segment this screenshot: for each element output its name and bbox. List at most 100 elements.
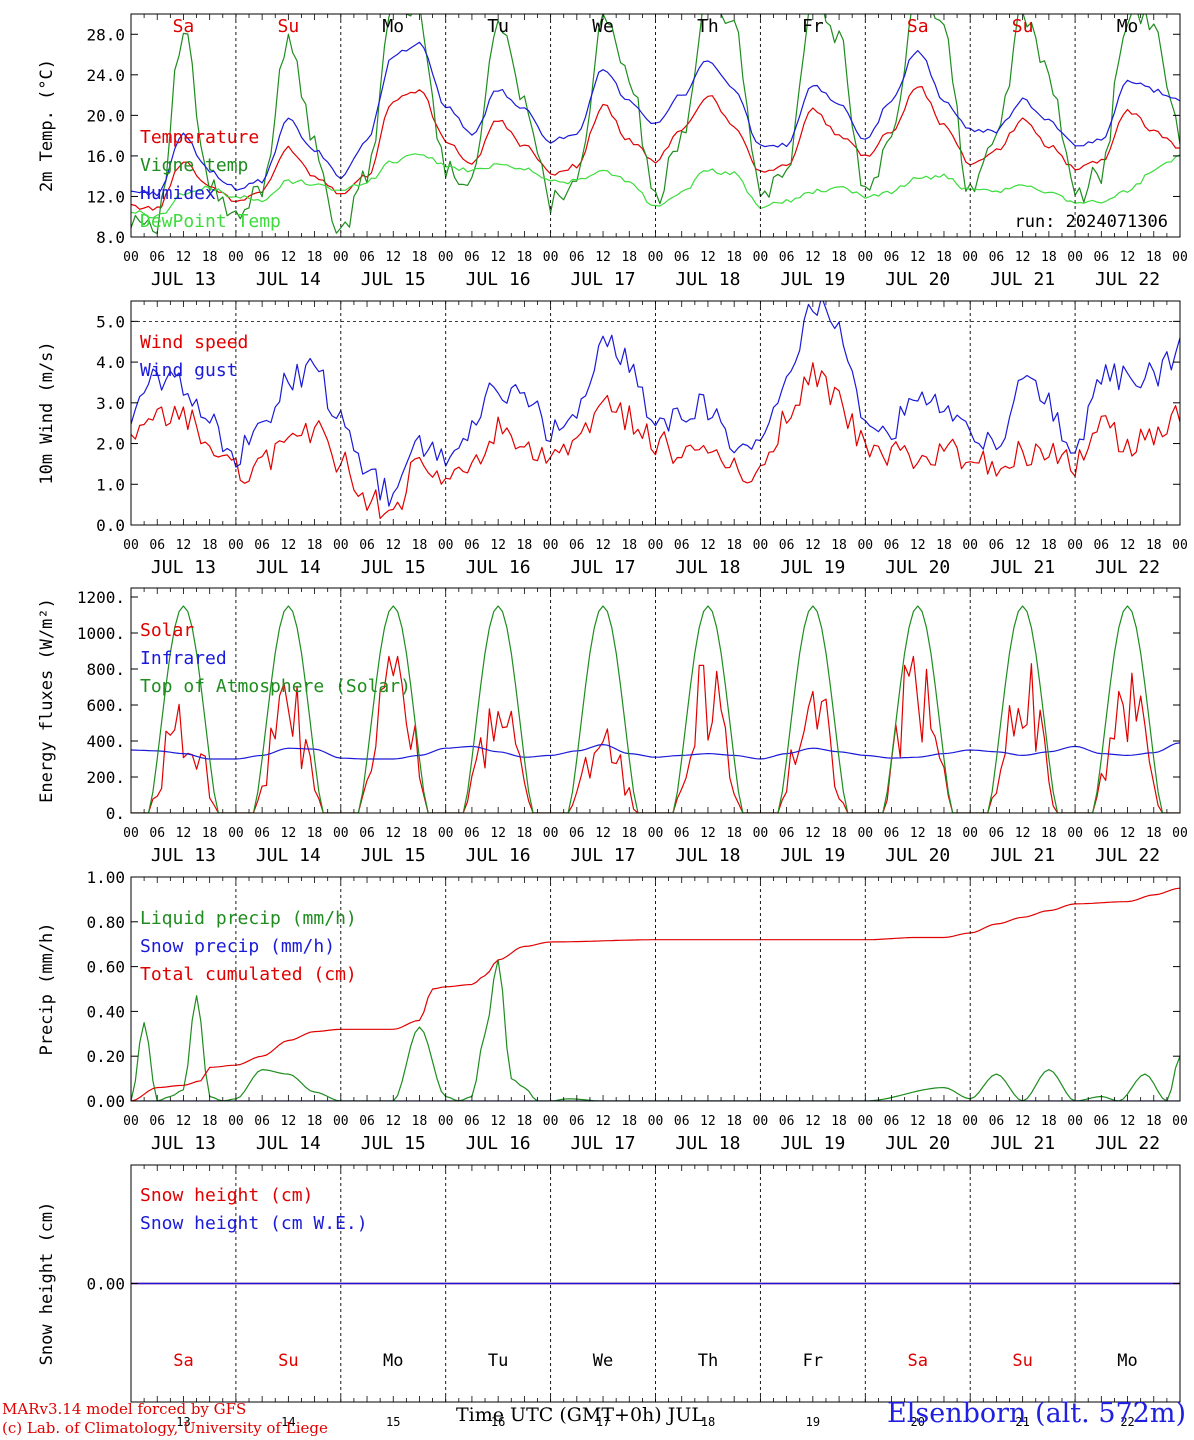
hour-tick-label: 00 — [1067, 250, 1083, 265]
hour-tick-label: 12 — [490, 250, 506, 265]
hour-tick-label: 00 — [123, 250, 139, 265]
weekday-label: We — [593, 1351, 613, 1371]
hour-tick-label: 00 — [333, 538, 349, 553]
legend-entry: Liquid precip (mm/h) — [140, 908, 357, 929]
hour-tick-label: 00 — [1172, 538, 1188, 553]
weekday-label: Th — [697, 16, 719, 37]
hour-tick-label: 18 — [726, 1114, 742, 1129]
plot-area-wind — [131, 301, 1180, 520]
hour-tick-label: 00 — [1172, 250, 1188, 265]
x-axis-title: Time UTC (GMT+0h) JUL — [456, 1404, 704, 1426]
panel-precip: 0.00 0.20 0.40 0.60 0.80 1.00 Precip (mm/h) Liq… — [37, 868, 1188, 1154]
hour-tick-label: 00 — [857, 1114, 873, 1129]
hour-tick-label: 12 — [1120, 538, 1136, 553]
hour-tick-label: 06 — [569, 250, 585, 265]
y-tick-label: 24.0 — [86, 66, 125, 85]
hour-tick-label: 00 — [228, 1114, 244, 1129]
panel-frame — [130, 587, 1181, 814]
y-axis-label: 10m Wind (m/s) — [37, 341, 57, 484]
day-number-label: 16 — [491, 1415, 505, 1429]
hour-tick-label: 12 — [281, 538, 297, 553]
date-label: JUL 13 — [151, 845, 216, 866]
hour-tick-label: 18 — [517, 826, 533, 841]
hour-tick-label: 12 — [1015, 250, 1031, 265]
weekday-label: Fr — [802, 16, 824, 37]
day-number-label: 13 — [176, 1415, 190, 1429]
date-label: JUL 20 — [885, 845, 950, 866]
hour-tick-label: 12 — [176, 1114, 192, 1129]
date-label: JUL 18 — [675, 557, 740, 578]
series-vigne-temp — [131, 14, 1180, 235]
weekday-label: Mo — [1117, 1351, 1137, 1371]
hour-tick-label: 06 — [359, 538, 375, 553]
hour-tick-label: 18 — [726, 250, 742, 265]
hour-tick-label: 06 — [149, 250, 165, 265]
y-tick-label: 200. — [86, 768, 125, 787]
weekday-label: Su — [278, 16, 300, 37]
hour-tick-label: 00 — [1067, 1114, 1083, 1129]
y-tick-label: 0. — [106, 804, 125, 823]
hour-tick-label: 06 — [569, 826, 585, 841]
y-tick-label: 2.0 — [96, 435, 125, 454]
hour-tick-label: 00 — [753, 826, 769, 841]
hour-tick-label: 00 — [962, 826, 978, 841]
station-label: Elsenborn (alt. 572m) — [887, 1398, 1186, 1429]
hour-tick-label: 12 — [385, 538, 401, 553]
legend-entry: Total cumulated (cm) — [140, 964, 357, 985]
hour-tick-label: 12 — [910, 538, 926, 553]
hour-tick-label: 18 — [831, 250, 847, 265]
hour-tick-label: 18 — [202, 826, 218, 841]
day-number-label: 15 — [386, 1415, 400, 1429]
hour-tick-label: 18 — [202, 538, 218, 553]
hour-tick-label: 06 — [884, 826, 900, 841]
date-label: JUL 19 — [780, 557, 845, 578]
model-credit-line-1: MARv3.14 model forced by GFS — [2, 1400, 247, 1418]
hour-tick-label: 00 — [753, 538, 769, 553]
hour-tick-label: 12 — [176, 826, 192, 841]
hour-tick-label: 06 — [254, 250, 270, 265]
hour-tick-label: 12 — [595, 826, 611, 841]
hour-tick-label: 12 — [281, 1114, 297, 1129]
date-label: JUL 21 — [990, 1133, 1055, 1154]
hour-tick-label: 12 — [1120, 1114, 1136, 1129]
y-axis-label: Energy fluxes (W/m²) — [37, 598, 57, 803]
y-tick-label: 0.40 — [86, 1002, 125, 1021]
y-tick-label: 8.0 — [96, 228, 125, 247]
weekday-label: Sa — [907, 16, 929, 37]
hour-tick-label: 12 — [910, 826, 926, 841]
weekday-label: Sa — [173, 16, 195, 37]
hour-tick-label: 00 — [753, 1114, 769, 1129]
y-tick-label: 28.0 — [86, 25, 125, 44]
date-label: JUL 20 — [885, 269, 950, 290]
hour-tick-label: 00 — [1067, 826, 1083, 841]
legend-entry: Humidex — [140, 183, 216, 204]
hour-tick-label: 06 — [989, 538, 1005, 553]
hour-tick-label: 00 — [438, 826, 454, 841]
hour-tick-label: 00 — [1172, 826, 1188, 841]
hour-tick-label: 12 — [176, 538, 192, 553]
hour-tick-label: 00 — [438, 1114, 454, 1129]
date-label: JUL 16 — [466, 557, 531, 578]
hour-tick-label: 12 — [805, 1114, 821, 1129]
hour-tick-label: 00 — [228, 538, 244, 553]
hour-tick-label: 18 — [1146, 1114, 1162, 1129]
panel-snow: 0.00 Snow height (cm) Snow height (cm) Snow… — [37, 1164, 1181, 1429]
hour-tick-label: 18 — [202, 1114, 218, 1129]
hour-tick-label: 06 — [254, 826, 270, 841]
hour-tick-label: 12 — [176, 250, 192, 265]
day-number-label: 18 — [701, 1415, 715, 1429]
hour-tick-label: 18 — [1146, 826, 1162, 841]
hour-tick-label: 12 — [910, 1114, 926, 1129]
hour-tick-label: 18 — [621, 538, 637, 553]
y-tick-label: 1200. — [77, 588, 125, 607]
hour-tick-label: 06 — [1093, 826, 1109, 841]
hour-tick-label: 00 — [333, 250, 349, 265]
hour-tick-label: 12 — [700, 538, 716, 553]
hour-tick-label: 00 — [1172, 1114, 1188, 1129]
hour-tick-label: 00 — [543, 538, 559, 553]
hour-tick-label: 18 — [726, 826, 742, 841]
day-number-label: 22 — [1120, 1415, 1134, 1429]
hour-tick-label: 00 — [648, 826, 664, 841]
hour-tick-label: 00 — [228, 826, 244, 841]
